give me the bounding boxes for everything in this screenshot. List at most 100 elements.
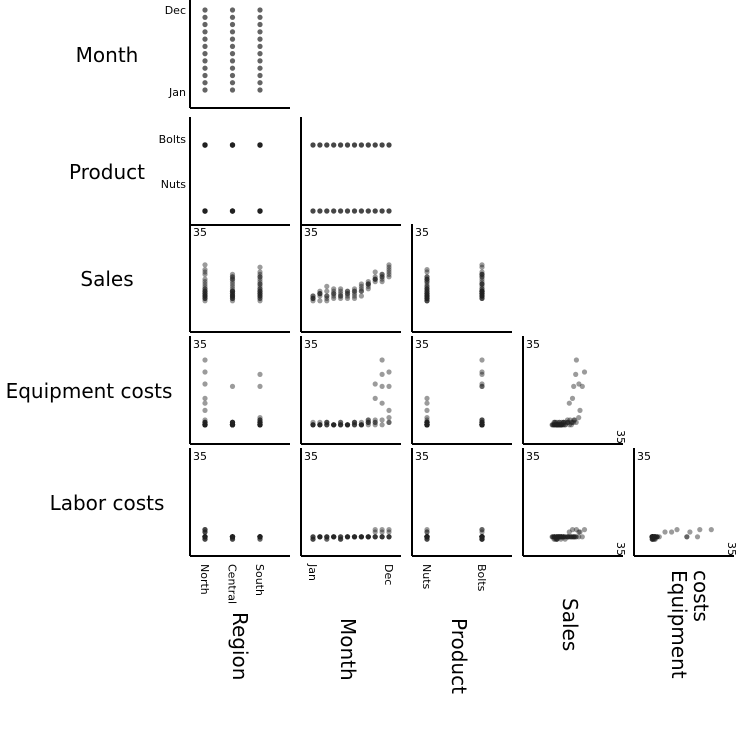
- data-point: [649, 534, 655, 540]
- data-point: [694, 534, 701, 540]
- data-point: [479, 288, 485, 294]
- data-point: [229, 80, 236, 86]
- data-point: [257, 208, 263, 214]
- data-point: [257, 293, 263, 299]
- data-point: [257, 291, 263, 297]
- data-point: [317, 534, 323, 540]
- data-point: [331, 208, 337, 214]
- data-point: [386, 271, 392, 277]
- data-point: [424, 419, 430, 425]
- data-point: [553, 536, 560, 542]
- data-point: [257, 51, 263, 57]
- data-point: [257, 422, 263, 428]
- data-point: [424, 269, 430, 275]
- data-point: [229, 422, 236, 428]
- data-point: [386, 534, 392, 540]
- data-point: [317, 291, 323, 297]
- data-point: [257, 142, 263, 148]
- data-point: [257, 208, 263, 214]
- data-point: [650, 534, 656, 540]
- data-point: [424, 419, 430, 425]
- data-point: [202, 142, 208, 148]
- data-point: [257, 383, 263, 389]
- data-point: [424, 422, 430, 428]
- data-point: [560, 422, 566, 428]
- data-point: [365, 208, 371, 214]
- data-point: [257, 288, 263, 294]
- data-point: [257, 534, 263, 540]
- data-point: [202, 536, 208, 542]
- data-point: [358, 534, 364, 540]
- data-point: [229, 534, 236, 540]
- data-point: [479, 291, 485, 297]
- data-point: [202, 58, 208, 64]
- data-point: [229, 422, 236, 428]
- data-point: [344, 288, 351, 294]
- data-point: [331, 291, 337, 297]
- data-point: [424, 298, 430, 304]
- data-point: [317, 422, 323, 428]
- data-point: [554, 422, 560, 428]
- data-point: [229, 288, 236, 294]
- data-point: [344, 422, 351, 428]
- data-point: [424, 534, 430, 540]
- data-point: [202, 142, 208, 148]
- data-point: [324, 419, 330, 425]
- data-point: [324, 534, 330, 540]
- data-point: [424, 422, 430, 428]
- data-point: [424, 295, 430, 301]
- data-point: [424, 534, 430, 540]
- data-point: [479, 417, 485, 423]
- data-point: [257, 281, 263, 287]
- data-point: [424, 288, 430, 294]
- data-point: [424, 419, 430, 425]
- data-point: [257, 534, 263, 540]
- data-point: [229, 422, 236, 428]
- data-point: [358, 208, 364, 214]
- data-point: [202, 142, 208, 148]
- data-point: [338, 142, 344, 148]
- data-point: [257, 142, 263, 148]
- data-point: [358, 288, 364, 294]
- data-point: [202, 422, 208, 428]
- data-point: [379, 271, 385, 277]
- data-point: [372, 534, 378, 540]
- data-point: [257, 281, 263, 287]
- data-point: [558, 534, 564, 540]
- data-point: [331, 142, 337, 148]
- data-point: [229, 58, 236, 64]
- data-point: [202, 369, 208, 375]
- data-point: [229, 422, 236, 428]
- data-point: [479, 291, 485, 297]
- data-point: [229, 142, 236, 148]
- data-point: [379, 142, 385, 148]
- data-point: [651, 534, 657, 540]
- data-point: [202, 80, 208, 86]
- data-point: [229, 422, 236, 428]
- data-point: [351, 142, 358, 148]
- data-point: [550, 534, 556, 540]
- data-point: [573, 534, 579, 540]
- data-point: [229, 536, 236, 542]
- data-point: [229, 534, 236, 540]
- data-point: [554, 536, 560, 542]
- data-point: [202, 295, 208, 301]
- data-point: [257, 286, 263, 292]
- data-point: [651, 534, 658, 540]
- data-point: [202, 21, 208, 28]
- data-point: [479, 279, 485, 285]
- data-point: [372, 534, 378, 540]
- data-point: [479, 422, 485, 428]
- data-point: [379, 534, 385, 540]
- data-point: [650, 534, 656, 540]
- data-point: [652, 534, 658, 540]
- data-point: [379, 208, 385, 214]
- data-point: [331, 534, 337, 540]
- data-point: [257, 419, 263, 425]
- data-point: [257, 208, 263, 214]
- data-point: [229, 36, 236, 42]
- data-point: [202, 7, 208, 13]
- data-point: [424, 400, 430, 406]
- data-point: [229, 14, 236, 20]
- data-point: [561, 534, 567, 540]
